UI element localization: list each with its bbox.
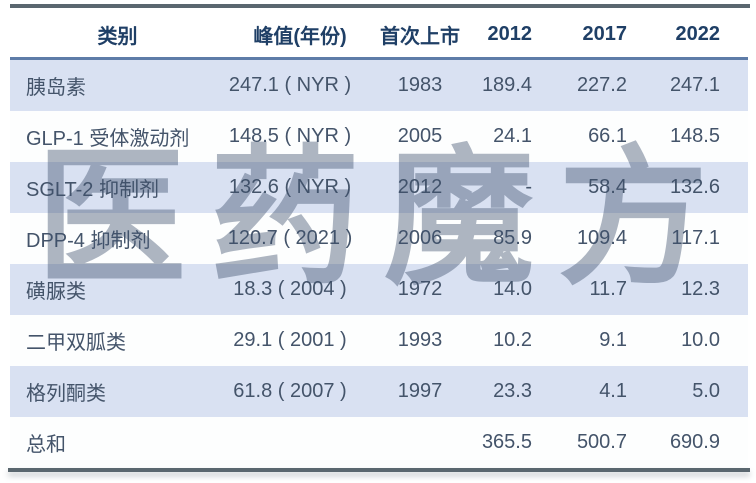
category-cell: 磺脲类 bbox=[26, 281, 86, 303]
value-2017-cell: 227.2 bbox=[576, 74, 627, 96]
category-cell: 总和 bbox=[26, 434, 66, 456]
value-2022-cell: 5.0 bbox=[692, 380, 720, 402]
peak-cell: 61.8 ( 2007 ) bbox=[233, 380, 347, 402]
value-2012-cell: 85.9 bbox=[493, 227, 532, 249]
table-row-metformin: 二甲双胍类 29.1 ( 2001 ) 1993 10.2 9.1 10.0 bbox=[10, 315, 748, 366]
value-2022-cell: 690.9 bbox=[669, 431, 720, 453]
table-bottom-border bbox=[8, 468, 750, 472]
value-2017-cell: 66.1 bbox=[588, 125, 627, 147]
value-2012-cell: 14.0 bbox=[493, 278, 532, 300]
peak-cell: 29.1 ( 2001 ) bbox=[233, 329, 347, 351]
col-header-first-launch: 首次上市 bbox=[375, 12, 465, 60]
table-row-glitazone: 格列酮类 61.8 ( 2007 ) 1997 23.3 4.1 5.0 bbox=[10, 366, 748, 417]
value-2012-cell: 23.3 bbox=[493, 380, 532, 402]
peak-cell: 18.3 ( 2004 ) bbox=[233, 278, 347, 300]
value-2017-cell: 500.7 bbox=[576, 431, 627, 453]
launch-cell: 1983 bbox=[397, 74, 443, 96]
col-header-2017: 2017 bbox=[560, 12, 655, 60]
value-2017-cell: 109.4 bbox=[576, 227, 627, 249]
peak-cell bbox=[225, 417, 375, 468]
launch-cell: 2012 bbox=[397, 176, 443, 198]
launch-cell: 1993 bbox=[397, 329, 443, 351]
value-2012-cell: 189.4 bbox=[481, 74, 532, 96]
launch-cell: 1972 bbox=[397, 278, 443, 300]
drug-class-sales-table: 类别 峰值(年份) 首次上市 2012 2017 2022 胰岛素 247.1 … bbox=[10, 12, 748, 468]
table-row-sulfonylurea: 磺脲类 18.3 ( 2004 ) 1972 14.0 11.7 12.3 bbox=[10, 264, 748, 315]
launch-cell bbox=[375, 417, 465, 468]
value-2012-cell: 24.1 bbox=[493, 125, 532, 147]
value-2017-cell: 9.1 bbox=[599, 329, 627, 351]
category-cell: 格列酮类 bbox=[26, 383, 106, 405]
value-2022-cell: 132.6 bbox=[669, 176, 720, 198]
col-header-2022: 2022 bbox=[655, 12, 748, 60]
value-2022-cell: 247.1 bbox=[669, 74, 720, 96]
col-header-peak-year: 峰值(年份) bbox=[225, 12, 375, 60]
value-2012-cell: - bbox=[525, 176, 532, 198]
launch-cell: 2005 bbox=[397, 125, 443, 147]
peak-cell: 247.1 ( NYR ) bbox=[228, 74, 352, 96]
col-header-category: 类别 bbox=[10, 12, 225, 60]
table-row-total: 总和 365.5 500.7 690.9 bbox=[10, 417, 748, 468]
value-2017-cell: 11.7 bbox=[589, 278, 627, 300]
category-cell: GLP-1 受体激动剂 bbox=[26, 128, 190, 150]
peak-cell: 148.5 ( NYR ) bbox=[228, 125, 352, 147]
launch-cell: 2006 bbox=[397, 227, 443, 249]
peak-cell: 132.6 ( NYR ) bbox=[228, 176, 352, 198]
value-2022-cell: 117.1 bbox=[671, 227, 720, 249]
category-cell: SGLT-2 抑制剂 bbox=[26, 179, 159, 201]
table-row-sglt2: SGLT-2 抑制剂 132.6 ( NYR ) 2012 - 58.4 132… bbox=[10, 162, 748, 213]
value-2022-cell: 148.5 bbox=[669, 125, 720, 147]
col-header-2012: 2012 bbox=[465, 12, 560, 60]
header-row: 类别 峰值(年份) 首次上市 2012 2017 2022 bbox=[10, 12, 748, 60]
category-cell: 二甲双胍类 bbox=[26, 332, 126, 354]
value-2022-cell: 12.3 bbox=[681, 278, 720, 300]
value-2012-cell: 10.2 bbox=[493, 329, 532, 351]
category-cell: DPP-4 抑制剂 bbox=[26, 230, 151, 252]
table-row-glp1: GLP-1 受体激动剂 148.5 ( NYR ) 2005 24.1 66.1… bbox=[10, 111, 748, 162]
launch-cell: 1997 bbox=[397, 380, 443, 402]
table-top-border bbox=[10, 4, 750, 8]
value-2022-cell: 10.0 bbox=[681, 329, 720, 351]
value-2017-cell: 58.4 bbox=[588, 176, 627, 198]
peak-cell: 120.7 ( 2021 ) bbox=[227, 227, 353, 249]
table-row-insulin: 胰岛素 247.1 ( NYR ) 1983 189.4 227.2 247.1 bbox=[10, 58, 748, 111]
table-row-dpp4: DPP-4 抑制剂 120.7 ( 2021 ) 2006 85.9 109.4… bbox=[10, 213, 748, 264]
category-cell: 胰岛素 bbox=[26, 77, 86, 99]
value-2012-cell: 365.5 bbox=[481, 431, 532, 453]
value-2017-cell: 4.1 bbox=[599, 380, 627, 402]
